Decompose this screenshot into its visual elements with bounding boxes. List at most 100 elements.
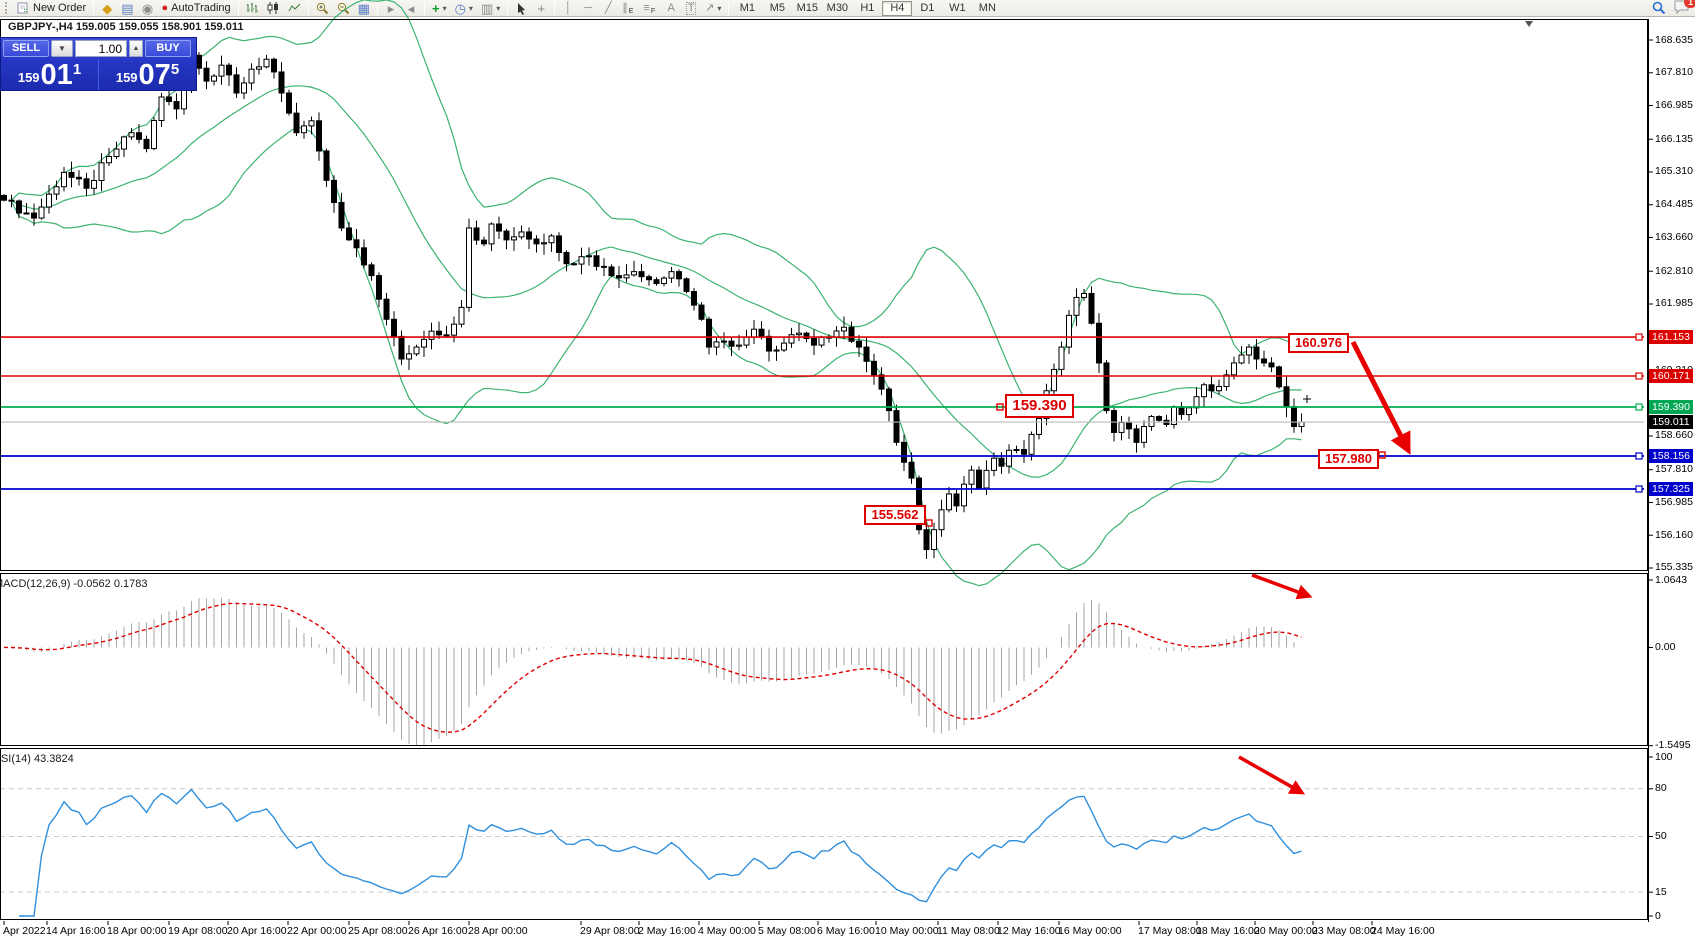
new-order-button[interactable]: New Order xyxy=(13,1,90,16)
signal-button[interactable]: ◉ xyxy=(137,1,157,16)
bar-chart-button[interactable] xyxy=(242,1,263,16)
time-axis-label: 17 May 08:00 xyxy=(1138,925,1202,937)
trendline-tool-button[interactable]: ╱ xyxy=(598,1,618,16)
chat-button[interactable]: 1 xyxy=(1674,0,1695,17)
search-icon[interactable] xyxy=(1652,1,1666,15)
arrows-tool-icon: ↗ xyxy=(705,1,715,14)
price-badge-161.153: 161.153 xyxy=(1649,330,1693,345)
text-tool-button[interactable]: A xyxy=(661,1,681,16)
volume-input[interactable]: 1.00 xyxy=(75,40,127,57)
bid-price[interactable]: 159 01 1 xyxy=(17,59,82,91)
toolbar: New Order ◆ ▤ ◉ ● AutoTrading ▦ ▸ ◂ xyxy=(0,0,1695,17)
time-axis-label: Apr 2022 xyxy=(3,925,46,937)
time-axis-label: 18 Apr 00:00 xyxy=(107,925,167,937)
price-axis-label: 162.810 xyxy=(1655,264,1693,277)
line-chart-button[interactable] xyxy=(284,1,305,16)
chart-shift-marker xyxy=(1525,21,1533,27)
price-axis-label: 158.660 xyxy=(1655,429,1693,442)
channel-tool-button[interactable]: ∥ E xyxy=(618,1,639,16)
indicators-button[interactable]: + ▾ xyxy=(428,1,451,16)
rsi-axis-label: 15 xyxy=(1655,885,1667,898)
timeframe-w1[interactable]: W1 xyxy=(949,2,966,14)
channel-icon: ∥ xyxy=(622,1,628,14)
hline-tool-button[interactable]: ─ xyxy=(578,1,598,16)
price-badge-157.325: 157.325 xyxy=(1649,481,1693,496)
timeframe-mn[interactable]: MN xyxy=(978,2,996,14)
price-badge-158.156: 158.156 xyxy=(1649,449,1693,463)
sell-button[interactable]: SELL xyxy=(3,40,49,57)
buy-button[interactable]: BUY xyxy=(145,40,191,57)
horizontal-lines xyxy=(0,333,1644,493)
timeframe-m1[interactable]: M1 xyxy=(739,2,755,14)
arrows-caret-icon: ▾ xyxy=(717,3,722,13)
timeframe-d1[interactable]: D1 xyxy=(920,2,935,14)
templates-icon: ▥ xyxy=(480,0,494,16)
timeframe-h4[interactable]: H4 xyxy=(882,0,913,16)
macd-axis-label: -1.5495 xyxy=(1655,739,1691,752)
bar-chart-icon xyxy=(246,3,258,13)
timeframe-h1[interactable]: H1 xyxy=(860,2,875,14)
auto-scroll-button[interactable]: ◂ xyxy=(401,1,421,16)
line-chart-icon xyxy=(288,3,301,12)
time-axis-label: 28 Apr 00:00 xyxy=(468,925,528,937)
candlestick-chart-button[interactable] xyxy=(263,1,284,16)
print-button[interactable]: ▤ xyxy=(117,1,137,16)
rsi-axis-label: 100 xyxy=(1655,750,1673,763)
label-tool-icon: T xyxy=(685,1,697,15)
fibo-sub-label: F xyxy=(650,7,656,15)
crosshair-icon: + xyxy=(537,0,546,16)
periods-icon: ◷ xyxy=(454,0,466,16)
dropdown-caret-icon: ▼ xyxy=(58,44,66,53)
autotrading-label: AutoTrading xyxy=(171,2,231,14)
auto-scroll-icon: ◂ xyxy=(407,0,415,16)
cursor-tool-button[interactable] xyxy=(511,1,531,16)
toolbar-grip[interactable] xyxy=(5,2,10,14)
chart-annotation-155.562: 155.562 xyxy=(864,505,926,525)
rsi-panel xyxy=(0,788,1648,917)
chat-badge: 1 xyxy=(1683,0,1695,8)
cursor-icon xyxy=(517,2,525,15)
chart-annotation-157.980: 157.980 xyxy=(1318,449,1379,469)
price-axis-label: 166.985 xyxy=(1655,99,1693,111)
time-axis-label: 10 May 00:00 xyxy=(875,925,939,937)
price-badge-159.011: 159.011 xyxy=(1649,415,1693,430)
time-axis-label: 16 May 00:00 xyxy=(1058,925,1122,937)
volume-spinner-up[interactable]: ▲ xyxy=(129,40,143,57)
time-axis-label: 24 May 16:00 xyxy=(1371,925,1435,937)
text-tool-icon: A xyxy=(667,1,675,14)
chart-annotation-160.976: 160.976 xyxy=(1288,333,1349,353)
timeframe-m30[interactable]: M30 xyxy=(826,2,849,14)
vline-tool-button[interactable]: │ xyxy=(558,1,578,16)
zoom-in-button[interactable] xyxy=(312,1,333,16)
candlestick-chart-icon xyxy=(267,2,278,14)
fibonacci-tool-button[interactable]: ≡ F xyxy=(639,1,661,16)
price-axis-label: 155.335 xyxy=(1655,561,1693,574)
tile-windows-button[interactable]: ▦ xyxy=(354,1,374,16)
time-axis-label: 11 May 08:00 xyxy=(937,925,1000,937)
crosshair-tool-button[interactable]: + xyxy=(531,1,551,16)
time-axis-label: 14 Apr 16:00 xyxy=(46,925,106,937)
price-axis-label: 157.810 xyxy=(1655,463,1693,476)
trade-panel-quotes: 159 01 1 159 07 5 xyxy=(1,59,196,90)
order-type-dropdown[interactable]: ▼ xyxy=(51,40,73,57)
autotrading-button[interactable]: ● AutoTrading xyxy=(157,1,234,16)
arrows-tool-button[interactable]: ↗ ▾ xyxy=(701,1,725,16)
print-icon: ▤ xyxy=(121,0,134,16)
timeframe-m5[interactable]: M5 xyxy=(769,2,785,14)
price-axis-label: 165.310 xyxy=(1655,165,1693,178)
chart-shift-button[interactable]: ▸ xyxy=(381,1,401,16)
time-axis-label: 6 May 16:00 xyxy=(817,925,875,937)
periods-caret-icon: ▾ xyxy=(468,3,473,13)
trade-panel-controls: SELL ▼ 1.00 ▲ BUY xyxy=(1,38,196,59)
market-watch-button[interactable]: ◆ xyxy=(97,1,117,16)
label-tool-button[interactable]: T xyxy=(681,1,701,16)
time-axis-label: 20 May 00:00 xyxy=(1254,925,1318,937)
timeframe-m15[interactable]: M15 xyxy=(796,2,819,14)
chart-shift-icon: ▸ xyxy=(387,0,395,16)
time-axis-label: 18 May 16:00 xyxy=(1196,925,1260,937)
ask-price[interactable]: 159 07 5 xyxy=(115,59,180,91)
templates-button[interactable]: ▥ ▾ xyxy=(477,1,504,16)
periods-button[interactable]: ◷ ▾ xyxy=(451,1,477,16)
